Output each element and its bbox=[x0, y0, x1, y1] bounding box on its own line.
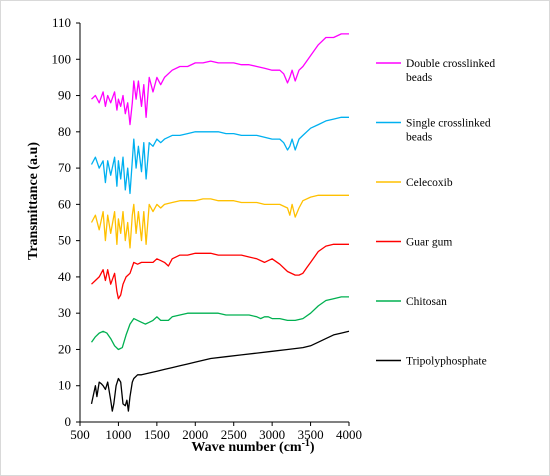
x-axis-title: Wave number (cm-1) bbox=[191, 438, 315, 455]
x-tick-label-7: 4000 bbox=[336, 427, 362, 442]
series-line-0 bbox=[91, 33, 349, 126]
y-tick-label-5: 50 bbox=[58, 233, 71, 248]
series-line-2 bbox=[90, 194, 349, 249]
x-tick-label-5: 3000 bbox=[259, 427, 285, 442]
legend-label-1-1: beads bbox=[406, 132, 433, 144]
y-tick-label-7: 70 bbox=[58, 160, 71, 175]
legend: Double crosslinked beads Single crosslinke… bbox=[376, 58, 495, 368]
x-tick-label-0: 500 bbox=[70, 427, 90, 442]
y-tick-label-9: 90 bbox=[58, 88, 71, 103]
x-tick-label-3: 2000 bbox=[182, 427, 208, 442]
legend-label-4-0: Chitosan bbox=[406, 296, 447, 308]
x-tick-label-4: 2500 bbox=[221, 427, 247, 442]
y-tick-label-8: 80 bbox=[58, 124, 71, 139]
y-tick-label-4: 40 bbox=[58, 269, 71, 284]
series-line-5 bbox=[90, 330, 350, 412]
x-tick-label-1: 1000 bbox=[105, 427, 131, 442]
series-layer bbox=[90, 33, 350, 412]
legend-label-2-0: Celecoxib bbox=[406, 177, 453, 189]
axes: 500 1000 1500 2000 2500 3000 3500 4000 0 10 20 30 40… bbox=[52, 15, 363, 442]
y-tick-label-10: 100 bbox=[52, 51, 72, 66]
y-axis-title: Transmittance (a.u) bbox=[26, 142, 41, 260]
series-line-1 bbox=[90, 116, 349, 195]
legend-label-0-1: beads bbox=[406, 72, 433, 84]
x-axis-title-superscript: -1 bbox=[302, 438, 310, 449]
legend-label-0-0: Double crosslinked bbox=[406, 58, 495, 70]
y-tick-label-6: 60 bbox=[58, 196, 71, 211]
x-tick-label-6: 3500 bbox=[298, 427, 324, 442]
legend-label-1-0: Single crosslinked bbox=[406, 118, 491, 130]
x-axis-title-suffix: ) bbox=[310, 440, 315, 455]
x-tick-label-2: 1500 bbox=[144, 427, 170, 442]
x-axis-title-main: Wave number (cm bbox=[191, 440, 302, 455]
y-tick-label-1: 10 bbox=[58, 378, 71, 393]
y-tick-label-11: 110 bbox=[52, 15, 71, 30]
series-line-3 bbox=[91, 243, 349, 300]
y-tick-label-0: 0 bbox=[65, 414, 72, 429]
y-tick-label-3: 30 bbox=[58, 305, 71, 320]
legend-label-5-0: Tripolyphosphate bbox=[406, 356, 487, 368]
legend-label-3-0: Guar gum bbox=[406, 237, 452, 249]
y-tick-label-2: 20 bbox=[58, 341, 71, 356]
series-line-4 bbox=[90, 296, 349, 351]
